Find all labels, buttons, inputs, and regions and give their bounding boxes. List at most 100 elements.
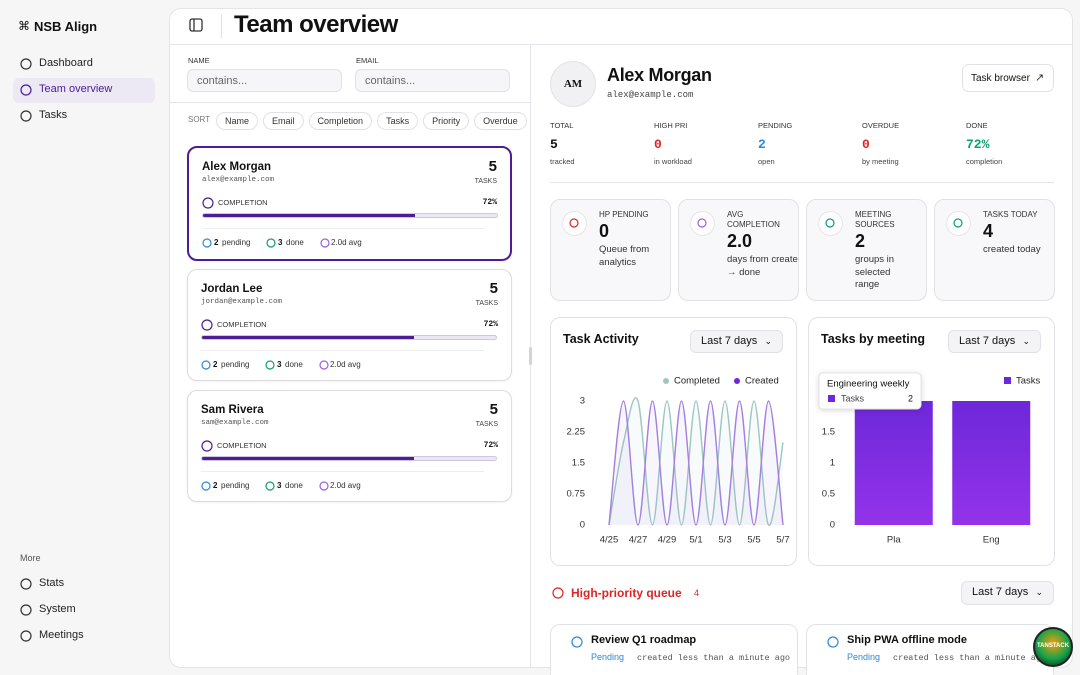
kpi-value: 0 [599, 221, 610, 241]
nav-item[interactable]: Stats [39, 577, 65, 589]
card-divider [201, 471, 484, 472]
icon [20, 58, 32, 70]
nav-item[interactable]: Meetings [39, 629, 84, 641]
avatar [550, 61, 596, 107]
icon-shape [20, 578, 32, 590]
icon-shape [20, 630, 32, 642]
icon-shape [266, 238, 276, 248]
icon-shape [320, 238, 330, 248]
filter-placeholder: contains... [197, 75, 248, 87]
completion-value: 72% [483, 441, 498, 450]
kpi-title: HP PENDING [599, 210, 649, 219]
kpi-card: TASKS TODAY 4 created today [934, 199, 1055, 301]
nav-item[interactable]: Tasks [39, 109, 68, 121]
progress-fill [202, 457, 414, 460]
icon [20, 110, 32, 122]
devtools-badge[interactable]: TANSTACK [1033, 627, 1073, 667]
member-card[interactable]: Sam Rivera sam@example.com 5 TASKS COMPLETIO… [187, 390, 512, 502]
sidebar-toggle[interactable] [189, 18, 203, 32]
icon [20, 630, 32, 642]
avg-stat: 2.0d avg [330, 481, 361, 490]
sort-chip[interactable]: Tasks [377, 112, 419, 130]
summary-note: tracked [550, 157, 575, 166]
queue-dropdown[interactable]: Last 7 days ⌄ [961, 581, 1054, 605]
icon-shape [697, 218, 707, 228]
icon [320, 238, 330, 248]
icon-shape [827, 636, 839, 648]
icon [20, 604, 32, 616]
filter-label: NAME [188, 56, 210, 65]
pending-label: pending [221, 360, 250, 369]
filter-input[interactable]: contains... [355, 69, 510, 92]
summary-value: 2 [758, 137, 766, 152]
task-card[interactable]: Ship PWA offline mode Pending created less… [806, 624, 1054, 675]
task-count: 5 [488, 158, 497, 175]
done-label: done [286, 238, 304, 247]
icon [265, 481, 275, 491]
dropdown-label: Last 7 days [959, 335, 1016, 347]
summary-note: by meeting [862, 157, 899, 166]
task-card[interactable]: Review Q1 roadmap Pending created less tha… [550, 624, 798, 675]
task-title: Ship PWA offline mode [847, 634, 967, 646]
resize-handle[interactable] [529, 347, 532, 365]
profile-name: Alex Morgan [607, 65, 712, 85]
card-divider [202, 228, 485, 229]
dropdown-caret: ⌄ [1035, 587, 1043, 597]
done-label: done [285, 481, 303, 490]
range-dropdown[interactable]: Last 7 days ⌄ [690, 330, 783, 353]
sort-chip[interactable]: Completion [308, 112, 373, 130]
icon-shape [953, 218, 963, 228]
icon-shape [825, 218, 835, 228]
avg-stat: 2.0d avg [331, 238, 362, 247]
summary-label: PENDING [758, 121, 793, 130]
icon-shape [201, 440, 213, 452]
pending-count: 2 [213, 481, 218, 490]
kpi-card: AVG COMPLETION 2.0 days from create → done [678, 199, 799, 301]
icon-shape [202, 197, 214, 209]
section-label: More [20, 553, 41, 563]
progress-track [202, 213, 498, 218]
sort-label: SORT [188, 115, 211, 124]
sort-options: NameEmailCompletionTasksPriorityOverdueL… [216, 112, 530, 130]
icon-shape [319, 360, 329, 370]
done-label: done [285, 360, 303, 369]
range-dropdown[interactable]: Last 7 days ⌄ [948, 330, 1041, 353]
task-title: Review Q1 roadmap [591, 634, 697, 646]
kpi-desc: groups in selected range [855, 254, 895, 290]
icon-shape [569, 218, 579, 228]
dropdown-caret: ⌄ [1022, 336, 1030, 346]
member-name: Sam Rivera [201, 404, 264, 416]
icon-shape [265, 360, 275, 370]
queue-title: High-priority queue [571, 586, 682, 600]
kpi-value: 4 [983, 221, 994, 241]
nav-item[interactable]: Team overview [39, 83, 113, 95]
kpi-icon [946, 211, 971, 236]
icon-shape [552, 587, 564, 599]
icon [201, 360, 211, 370]
icon [266, 238, 276, 248]
icon-shape [201, 360, 211, 370]
sort-chip[interactable]: Priority [423, 112, 470, 130]
kpi-icon [562, 211, 587, 236]
badge-label: TANSTACK [1036, 643, 1070, 649]
dropdown-caret: ⌄ [764, 336, 772, 346]
icon [202, 238, 212, 248]
sort-chip[interactable]: Email [263, 112, 304, 130]
icon [20, 84, 32, 96]
member-card[interactable]: Alex Morgan alex@example.com 5 TASKS COMPLET… [187, 146, 512, 261]
member-card[interactable]: Jordan Lee jordan@example.com 5 TASKS COMPLE… [187, 269, 512, 381]
nav-item[interactable]: System [39, 603, 76, 615]
icon [201, 440, 213, 452]
nav-item[interactable]: Dashboard [39, 57, 93, 69]
sort-chip[interactable]: Overdue [474, 112, 527, 130]
progress-fill [203, 214, 415, 217]
completion-label: COMPLETION [218, 198, 268, 207]
filter-input[interactable]: contains... [187, 69, 342, 92]
task-count-label: TASKS [475, 421, 498, 428]
task-browser-button[interactable]: Task browser ↗ [962, 64, 1054, 92]
sort-chip[interactable]: Name [216, 112, 259, 130]
brand-icon: ⌘ [18, 19, 30, 33]
chart-card [550, 317, 797, 566]
brand: NSB Align [34, 19, 98, 34]
icon [552, 587, 564, 599]
